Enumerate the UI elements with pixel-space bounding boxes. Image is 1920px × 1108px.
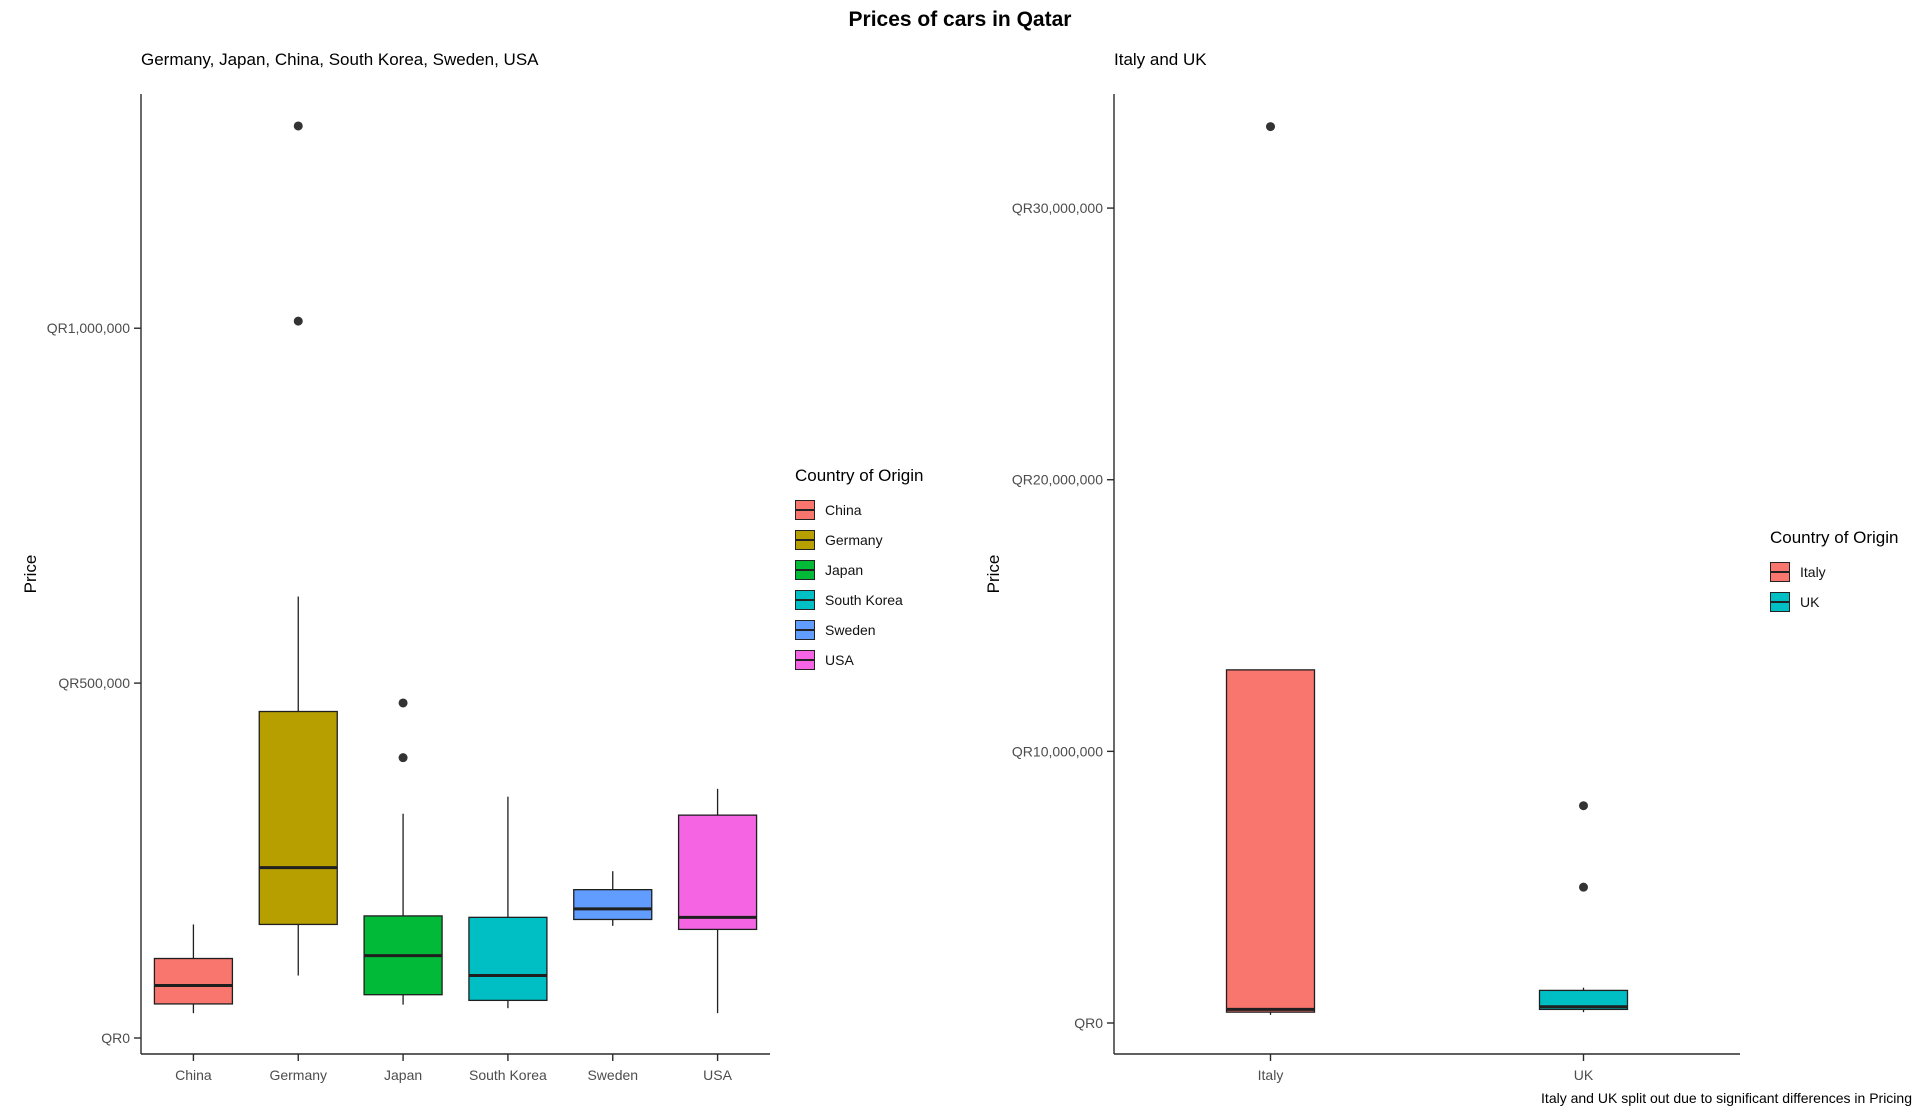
- y-tick-label: QR0: [1074, 1015, 1103, 1031]
- legend-item-label: Germany: [825, 532, 883, 548]
- legend-item: Germany: [795, 525, 924, 555]
- legend-title: Country of Origin: [1770, 528, 1899, 547]
- y-tick-label: QR10,000,000: [1012, 743, 1103, 759]
- legend-key-swatch: [795, 650, 815, 670]
- legend-item: China: [795, 495, 924, 525]
- legend-key-swatch: [1770, 562, 1790, 582]
- legend-key-median-line: [796, 509, 814, 511]
- legend-key-swatch: [795, 560, 815, 580]
- x-tick-label: USA: [703, 1067, 732, 1083]
- legend-key-swatch: [795, 620, 815, 640]
- outlier-point: [398, 753, 408, 763]
- legend-item: Japan: [795, 555, 924, 585]
- right-panel-title: Italy and UK: [1114, 50, 1207, 69]
- legend-key-swatch: [795, 500, 815, 520]
- x-tick-label: UK: [1574, 1067, 1594, 1083]
- legend-items: Italy UK: [1770, 557, 1899, 617]
- y-tick-label: QR30,000,000: [1012, 200, 1103, 216]
- legend-key-median-line: [796, 599, 814, 601]
- legend-key-swatch: [795, 590, 815, 610]
- chart-caption: Italy and UK split out due to significan…: [1541, 1090, 1912, 1106]
- outlier-point: [398, 698, 408, 708]
- legend-item-label: Japan: [825, 562, 864, 578]
- legend-items: China Germany Japan South Korea Sweden USA: [795, 495, 924, 675]
- x-tick-label: South Korea: [469, 1067, 547, 1083]
- outlier-point: [293, 121, 303, 131]
- y-tick-label: QR500,000: [58, 675, 130, 691]
- legend-item: UK: [1770, 587, 1899, 617]
- y-tick-label: QR20,000,000: [1012, 472, 1103, 488]
- legend-item-label: South Korea: [825, 592, 903, 608]
- x-tick-label: Japan: [384, 1067, 422, 1083]
- boxplot-box: [468, 916, 548, 1002]
- boxplot-box: [258, 710, 338, 926]
- boxplot-box: [1538, 989, 1629, 1011]
- right-legend: Country of Origin Italy UK: [1770, 528, 1899, 617]
- legend-item: South Korea: [795, 585, 924, 615]
- legend-key-median-line: [796, 659, 814, 661]
- legend-item-label: China: [825, 502, 862, 518]
- boxplot-box: [573, 889, 653, 921]
- x-tick-label: China: [175, 1067, 212, 1083]
- boxplot-box: [153, 957, 234, 1005]
- legend-item: USA: [795, 645, 924, 675]
- boxplot-box: [677, 814, 758, 931]
- legend-key-median-line: [796, 569, 814, 571]
- y-tick-label: QR0: [101, 1030, 130, 1046]
- x-tick-label: Italy: [1258, 1067, 1284, 1083]
- outlier-point: [1266, 122, 1275, 132]
- outlier-point: [293, 316, 303, 326]
- legend-key-swatch: [795, 530, 815, 550]
- boxplot-box: [1225, 669, 1316, 1013]
- legend-item-label: Sweden: [825, 622, 876, 638]
- outlier-point: [1579, 882, 1588, 892]
- legend-title: Country of Origin: [795, 466, 924, 485]
- outlier-point: [1579, 801, 1588, 811]
- legend-item: Italy: [1770, 557, 1899, 587]
- x-tick-label: Sweden: [587, 1067, 638, 1083]
- legend-key-swatch: [1770, 592, 1790, 612]
- legend-key-median-line: [1771, 601, 1789, 603]
- y-tick-label: QR1,000,000: [47, 320, 130, 336]
- chart-title: Prices of cars in Qatar: [848, 8, 1072, 31]
- left-panel-title: Germany, Japan, China, South Korea, Swed…: [141, 50, 539, 69]
- x-tick-label: Germany: [269, 1067, 327, 1083]
- legend-key-median-line: [796, 539, 814, 541]
- legend-item-label: UK: [1800, 594, 1820, 610]
- legend-item: Sweden: [795, 615, 924, 645]
- legend-item-label: USA: [825, 652, 854, 668]
- legend-key-median-line: [1771, 571, 1789, 573]
- left-legend: Country of Origin China Germany Japan South…: [795, 466, 924, 675]
- legend-key-median-line: [796, 629, 814, 631]
- legend-item-label: Italy: [1800, 564, 1826, 580]
